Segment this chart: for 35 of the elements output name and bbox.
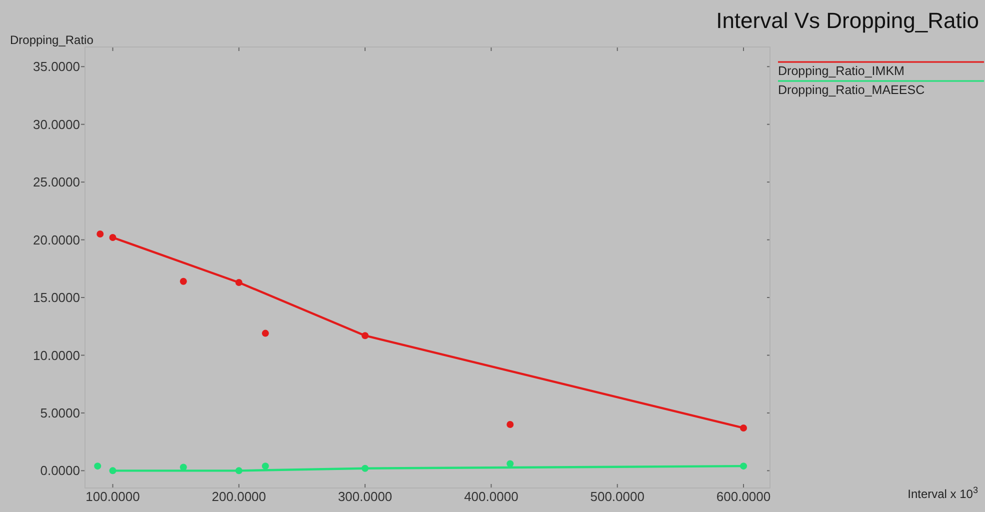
y-axis-title: Dropping_Ratio	[10, 33, 94, 47]
y-tick-label: 5.0000	[40, 406, 80, 421]
point	[362, 332, 369, 340]
text: Interval x 10$^{3}$	[908, 485, 978, 501]
point	[180, 464, 187, 471]
point	[235, 279, 242, 286]
x-tick-label: 200.0000	[212, 489, 266, 504]
point	[362, 464, 369, 472]
point	[262, 330, 269, 337]
x-tick-label: 300.0000	[338, 489, 392, 504]
y-tick-label: 35.0000	[33, 59, 80, 74]
x-tick-label: 500.0000	[590, 489, 644, 504]
y-tick-label: 25.0000	[33, 174, 80, 190]
point	[740, 462, 748, 470]
point	[262, 462, 269, 470]
point	[96, 230, 104, 238]
x-tick-label: 400.0000	[464, 489, 518, 504]
text: Dropping_Ratio_MAEESC	[778, 83, 925, 97]
point	[94, 462, 102, 470]
point	[109, 467, 116, 474]
y-tick-label: 30.0000	[33, 116, 80, 132]
y-tick-label: 0.0000	[40, 463, 80, 478]
text: Interval Vs Dropping_Ratio	[716, 8, 979, 33]
point	[180, 278, 187, 285]
point	[506, 460, 514, 468]
x-tick-label: 100.0000	[86, 489, 140, 504]
y-tick-label: 15.0000	[33, 290, 80, 306]
point	[740, 424, 748, 432]
x-tick-label: 600.0000	[716, 489, 771, 504]
y-tick-label: 10.0000	[33, 348, 80, 363]
point	[109, 234, 116, 241]
point	[506, 421, 514, 428]
y-tick-label: 20.0000	[33, 232, 80, 248]
point	[235, 467, 242, 474]
text: Dropping_Ratio_IMKM	[778, 64, 904, 78]
